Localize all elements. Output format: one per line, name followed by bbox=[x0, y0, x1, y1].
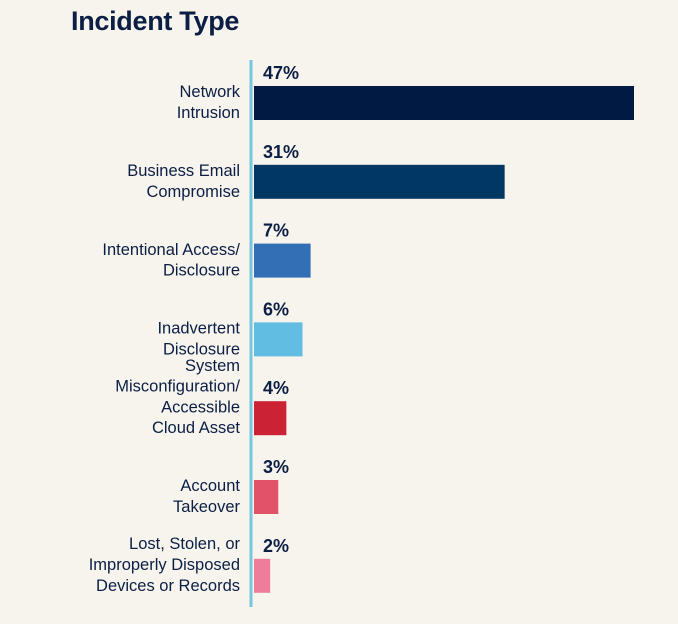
data-label: 47% bbox=[263, 63, 299, 83]
category-label: Lost, Stolen, or Improperly Disposed Devic… bbox=[89, 535, 241, 595]
bar bbox=[254, 480, 279, 514]
bar bbox=[254, 86, 634, 120]
bar bbox=[254, 322, 303, 357]
chart-title: Incident Type bbox=[71, 6, 240, 36]
data-label: 31% bbox=[263, 142, 299, 162]
data-label: 3% bbox=[263, 457, 289, 477]
category-label: System Misconfiguration/Accessible Cloud A… bbox=[115, 357, 240, 437]
category-label: Inadvertent Disclosure bbox=[157, 320, 240, 359]
bar bbox=[254, 401, 287, 436]
data-label: 7% bbox=[263, 221, 289, 241]
bar bbox=[254, 243, 311, 278]
data-label: 6% bbox=[263, 299, 289, 319]
category-label: Business Email Compromise bbox=[127, 162, 240, 201]
data-label: 2% bbox=[263, 536, 289, 556]
category-label: Intentional Access/Disclosure bbox=[102, 241, 240, 280]
bar bbox=[254, 558, 271, 593]
category-label: Network Intrusion bbox=[177, 83, 241, 122]
data-label: 4% bbox=[263, 378, 289, 398]
bar bbox=[254, 164, 505, 199]
category-label: Account Takeover bbox=[173, 477, 240, 516]
